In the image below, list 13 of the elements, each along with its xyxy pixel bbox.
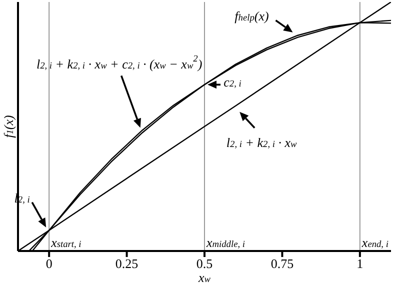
legend-label: l$_{2, i}$ + k$_{2, i}$ · x$_{w}$ [226, 134, 298, 150]
annotation: c$_{2, i}$ [224, 74, 242, 90]
ref-line-label: x$_{start, i}$ [50, 234, 82, 250]
ref-line-label: x$_{end, i}$ [360, 234, 389, 250]
x-tick-label: 0 [46, 256, 52, 272]
x-axis-title: x$_{w}$ [197, 270, 212, 284]
ref-line-label: x$_{middle, i}$ [206, 234, 246, 250]
text: l$_{2, i}$ + k$_{2, i}$ · x$_{w}$ + c$_{2, i}$ · (x$_{w}$ − x$_{w}$$^{2}$) [36, 54, 202, 72]
series-label: f$_{help}$(x) [234, 8, 269, 24]
x-tick-label: 0.75 [270, 256, 294, 272]
x-tick-label: 0.25 [115, 256, 138, 272]
x-tick-label: 0.5 [196, 256, 213, 272]
x-tick-label: 1 [356, 256, 364, 272]
